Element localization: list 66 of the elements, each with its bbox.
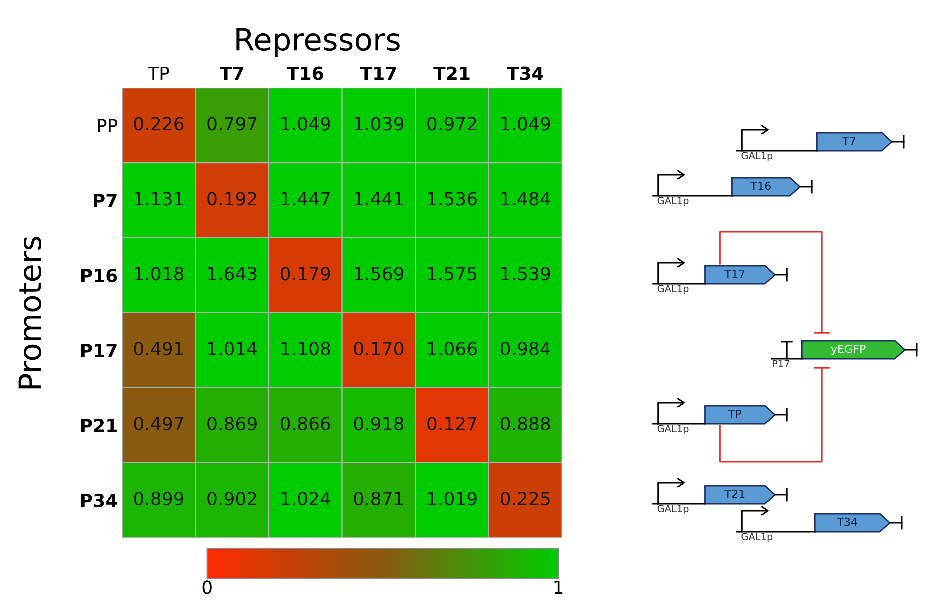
text: GAL1p	[742, 533, 773, 542]
data-label: 0.866	[280, 417, 330, 431]
data-label: 1.536	[428, 192, 477, 206]
data-label: 1.049	[502, 117, 550, 131]
text: GAL1p	[742, 152, 773, 162]
data-label: 1.024	[282, 492, 330, 506]
text: GAL1p	[658, 285, 689, 294]
data-label: 0.902	[208, 492, 256, 506]
text: T21	[724, 490, 745, 498]
data-label: 1.441	[355, 192, 404, 206]
y-tick-label: P34	[81, 494, 118, 508]
y-tick-label: P17	[81, 344, 117, 358]
color-bar-label: 1	[554, 580, 563, 594]
x-tick-label: TP	[148, 66, 170, 80]
x-tick-label: T21	[434, 66, 470, 80]
data-label: 1.018	[135, 267, 184, 281]
data-label: 0.225	[500, 492, 550, 506]
data-label: 0.491	[134, 342, 184, 356]
data-label: 1.014	[208, 342, 258, 356]
text: T34	[837, 518, 858, 526]
data-label: 0.179	[280, 267, 330, 281]
text: GAL1p	[658, 197, 689, 206]
data-label: 1.569	[355, 267, 404, 281]
data-label: 0.899	[134, 492, 184, 506]
text: P17	[773, 360, 790, 368]
data-label: 0.888	[500, 417, 550, 431]
y-tick-label: P21	[81, 418, 117, 432]
data-label: 1.039	[355, 117, 404, 131]
y-tick-label: PP	[98, 119, 118, 132]
data-label: 0.797	[208, 117, 257, 131]
data-label: 0.869	[208, 417, 257, 431]
data-label: 1.131	[135, 192, 184, 206]
data-label: 0.871	[354, 492, 404, 506]
data-label: 1.484	[502, 192, 550, 206]
color-bar-label: 0	[202, 580, 212, 594]
data-label: 0.984	[500, 342, 550, 356]
data-label: 0.226	[134, 117, 184, 131]
data-label: 1.066	[428, 342, 477, 356]
y-tick-label: P7	[94, 194, 117, 208]
x-tick-label: T7	[220, 66, 244, 80]
data-label: 1.643	[208, 267, 257, 281]
data-label: 0.972	[428, 117, 476, 131]
text: T17	[724, 270, 745, 278]
text: GAL1p	[658, 425, 689, 434]
y-tick-label: P16	[81, 268, 118, 283]
data-label: 1.049	[282, 117, 330, 131]
x-tick-label: T16	[287, 66, 324, 80]
text: T16	[750, 182, 771, 190]
text: T7	[842, 136, 856, 146]
x-tick-label: T17	[360, 66, 396, 80]
data-label: 0.192	[208, 192, 256, 206]
data-label: 0.127	[428, 417, 477, 431]
data-label: 1.539	[502, 267, 550, 281]
data-label: 1.108	[282, 342, 330, 356]
data-label: 0.918	[354, 417, 404, 431]
text: yEGFP	[831, 344, 866, 356]
x-tick-label: T34	[506, 66, 544, 80]
data-label: 1.575	[428, 267, 477, 281]
chart-title: Repressors	[236, 28, 400, 57]
data-label: 1.447	[282, 192, 330, 206]
text: GAL1p	[658, 505, 689, 514]
data-label: 1.019	[428, 492, 477, 506]
y-axis-title: Promoters	[18, 236, 42, 389]
text: TP	[728, 410, 742, 418]
data-label: 0.170	[354, 342, 404, 356]
data-label: 0.497	[134, 417, 184, 431]
